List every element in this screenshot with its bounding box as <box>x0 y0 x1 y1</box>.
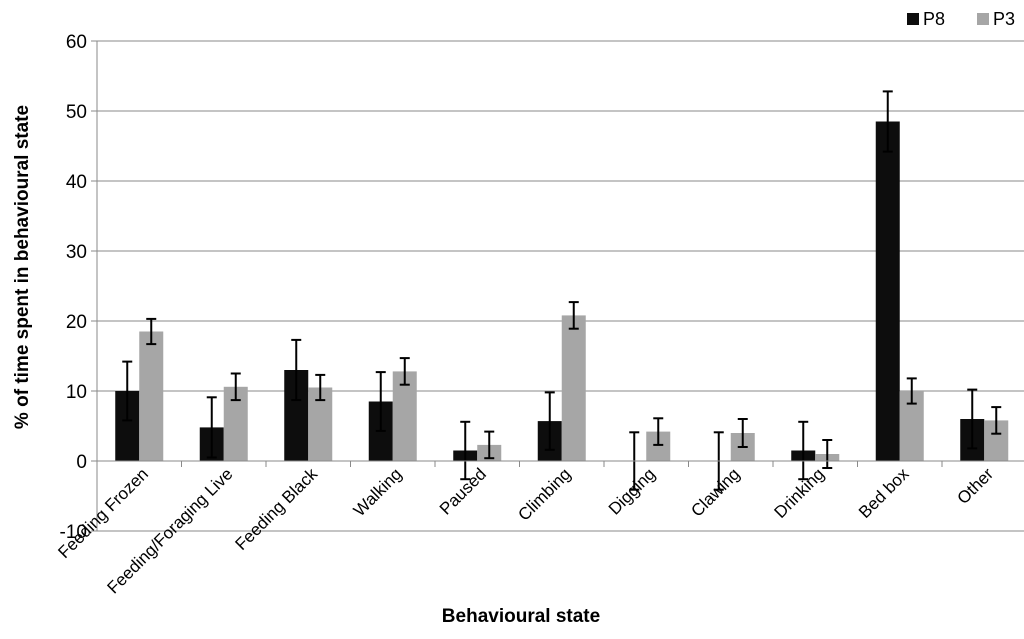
legend-swatch-p3 <box>977 13 989 25</box>
y-tick-label: 20 <box>66 312 87 333</box>
error-bars <box>122 90 1002 491</box>
legend-swatch-p8 <box>907 13 919 25</box>
bar-p3-3 <box>392 371 417 461</box>
y-tick-label: 30 <box>66 242 87 263</box>
x-category-label: Digging <box>605 464 659 518</box>
y-tick-label: 0 <box>76 452 87 473</box>
x-category-label: Paused <box>436 464 490 518</box>
y-tick-label: 40 <box>66 172 87 193</box>
y-tick-labels: -10 0 10 20 30 40 50 60 <box>60 32 87 543</box>
y-tick-label: 60 <box>66 32 87 53</box>
x-category-label: Clawing <box>687 464 743 520</box>
x-category-label: Walking <box>350 464 406 520</box>
legend-label-p8: P8 <box>923 9 945 29</box>
x-category-label: Other <box>954 464 998 508</box>
x-category-label: Feeding Frozen <box>54 464 152 562</box>
legend-label-p3: P3 <box>993 9 1015 29</box>
legend: P8 P3 <box>907 9 1015 29</box>
y-tick-label: -10 <box>60 522 87 543</box>
bar-p8-9 <box>875 121 900 461</box>
gridlines <box>97 40 1024 532</box>
bar-p3-5 <box>561 315 586 461</box>
x-category-label: Feeding Black <box>231 464 321 554</box>
x-category-label: Climbing <box>514 464 574 524</box>
y-tick-label: 10 <box>66 382 87 403</box>
y-axis-title: % of time spent in behavioural state <box>12 105 33 429</box>
x-category-label: Bed box <box>855 464 913 522</box>
x-axis-title: Behavioural state <box>442 606 600 627</box>
bars <box>115 121 1009 462</box>
bar-p3-0 <box>139 331 164 461</box>
y-tick-label: 50 <box>66 102 87 123</box>
axes <box>91 40 1024 532</box>
x-category-label: Drinking <box>771 464 829 522</box>
